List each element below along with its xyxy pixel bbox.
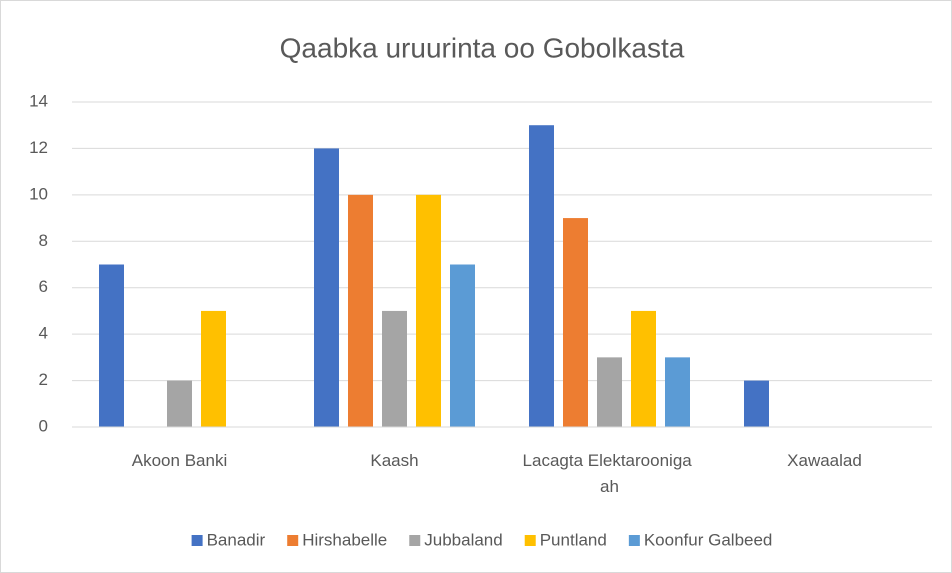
bar [450, 264, 475, 427]
bar [167, 380, 192, 427]
x-tick-label: Lacagta Elektarooniga ah [523, 451, 697, 496]
x-tick-label: Akoon Banki [132, 451, 227, 470]
bar [665, 357, 690, 427]
bar [631, 310, 656, 427]
bar [563, 218, 588, 427]
bar [382, 310, 407, 427]
bar [201, 310, 226, 427]
y-tick-label: 6 [39, 277, 48, 296]
x-tick-label: Kaash [370, 451, 418, 470]
legend-swatch [191, 535, 203, 546]
bar [597, 357, 622, 427]
bar [99, 264, 124, 427]
y-tick-label: 0 [39, 416, 48, 435]
y-tick-label: 14 [29, 91, 48, 110]
y-tick-label: 10 [29, 184, 48, 203]
y-tick-label: 12 [29, 138, 48, 157]
chart-title: Qaabka uruurinta oo Gobolkasta [280, 32, 685, 63]
legend-label: Koonfur Galbeed [644, 530, 773, 549]
legend-swatch [628, 535, 640, 546]
legend-swatch [287, 535, 299, 546]
bar [529, 125, 554, 427]
bar [348, 194, 373, 427]
y-tick-label: 4 [39, 324, 48, 343]
legend-label: Banadir [207, 530, 266, 549]
legend-label: Puntland [540, 530, 607, 549]
y-tick-label: 2 [39, 370, 48, 389]
bar [416, 194, 441, 427]
x-tick-label: Xawaalad [787, 451, 862, 470]
legend-label: Hirshabelle [302, 530, 387, 549]
legend-swatch [409, 535, 421, 546]
y-tick-label: 8 [39, 231, 48, 250]
legend-label: Jubbaland [424, 530, 502, 549]
bar [744, 380, 769, 427]
legend-swatch [524, 535, 536, 546]
bar [314, 148, 339, 427]
